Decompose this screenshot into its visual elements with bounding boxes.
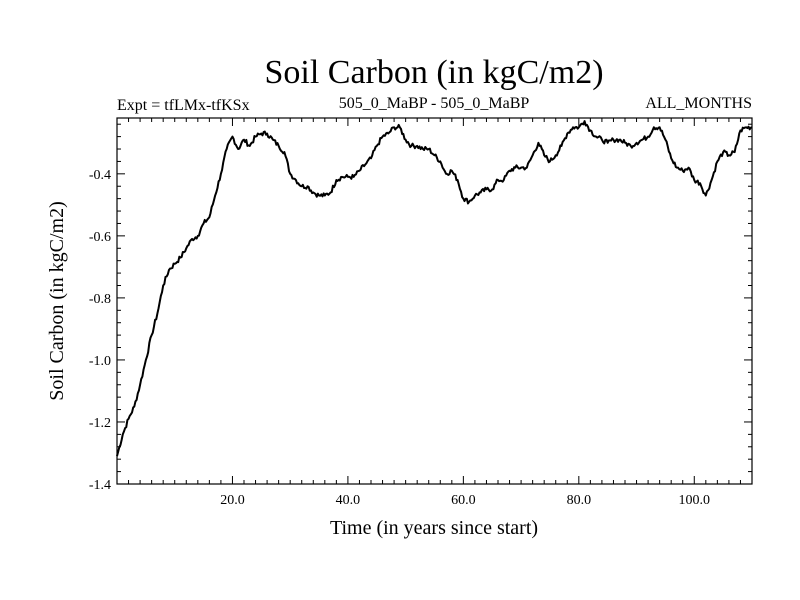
- y-tick-label: -1.4: [89, 478, 111, 493]
- y-tick-label: -1.2: [89, 416, 111, 431]
- x-tick-label: 80.0: [567, 493, 592, 508]
- x-tick-label: 60.0: [451, 493, 476, 508]
- x-axis-label: Time (in years since start): [330, 517, 538, 539]
- x-tick-label: 20.0: [220, 493, 245, 508]
- plot-frame: [116, 117, 753, 485]
- axis-ticks: [117, 118, 752, 485]
- y-tick-label: -0.8: [89, 292, 111, 307]
- chart-subtitle-center: 505_0_MaBP - 505_0_MaBP: [339, 95, 530, 112]
- chart-subtitle-left: Expt = tfLMx-tfKSx: [117, 97, 250, 114]
- chart-subtitle-right: ALL_MONTHS: [645, 95, 752, 112]
- y-axis-label: Soil Carbon (in kgC/m2): [46, 201, 68, 400]
- series-line-soil-carbon: [116, 120, 753, 457]
- axis-tick-labels: 20.0 40.0 60.0 80.0 100.0 -1.4 -1.2 -1.0 -0.8 -0.…: [89, 168, 710, 508]
- y-tick-label: -0.6: [89, 230, 111, 245]
- x-tick-label: 40.0: [336, 493, 361, 508]
- y-tick-label: -0.4: [89, 168, 111, 183]
- y-tick-label: -1.0: [89, 354, 111, 369]
- chart-title: Soil Carbon (in kgC/m2): [264, 54, 603, 91]
- x-tick-label: 100.0: [679, 493, 711, 508]
